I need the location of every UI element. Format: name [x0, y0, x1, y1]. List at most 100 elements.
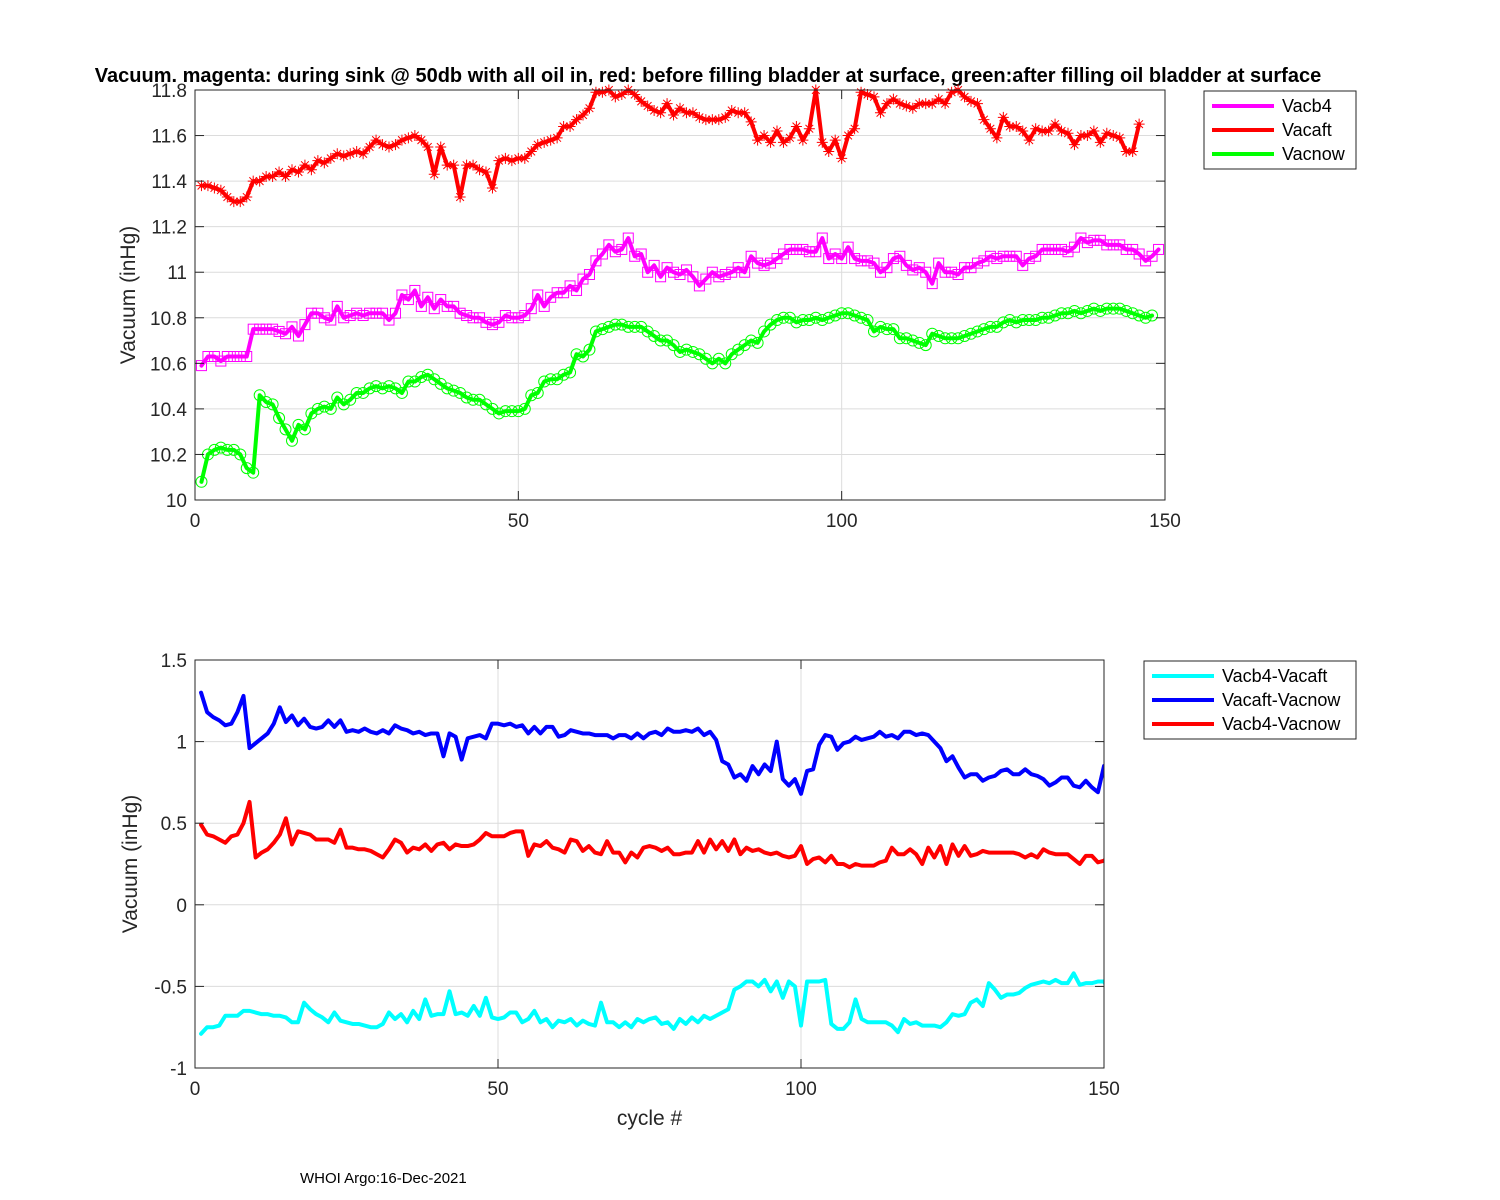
- data-point: [680, 107, 692, 119]
- data-point: [357, 386, 370, 399]
- data-point: [344, 310, 356, 321]
- data-point: [318, 400, 331, 413]
- data-point: [616, 89, 628, 101]
- data-point: [642, 100, 654, 112]
- data-point: [1094, 304, 1107, 317]
- data-point: [946, 86, 958, 98]
- data-point: [299, 319, 311, 331]
- data-point: [842, 307, 855, 320]
- data-point: [642, 266, 654, 278]
- data-point: [234, 196, 246, 208]
- data-point: [318, 157, 330, 169]
- data-point: [739, 266, 751, 278]
- data-point: [752, 257, 764, 269]
- data-point: [635, 248, 647, 260]
- data-point: [732, 343, 745, 356]
- data-point: [849, 123, 861, 135]
- data-point: [505, 405, 518, 418]
- data-point: [699, 352, 712, 365]
- legend-entry: Vacb4-Vacnow: [1222, 714, 1341, 734]
- data-point: [325, 314, 337, 326]
- data-point: [518, 402, 531, 415]
- data-point: [415, 371, 428, 383]
- legend-entry: Vacaft: [1282, 120, 1332, 140]
- data-point: [279, 423, 292, 436]
- data-point: [292, 418, 305, 431]
- data-point: [990, 320, 1003, 333]
- y-axis-label: Vacuum (inHg): [117, 226, 140, 365]
- data-point: [745, 116, 757, 128]
- data-point: [448, 300, 460, 312]
- data-point: [687, 107, 699, 119]
- data-point: [738, 339, 751, 352]
- data-point: [318, 312, 330, 324]
- x-tick-label: 150: [1088, 1079, 1120, 1100]
- data-point: [939, 98, 951, 110]
- data-point: [377, 139, 389, 151]
- data-point: [1056, 125, 1068, 137]
- data-point: [648, 105, 660, 116]
- data-point: [861, 314, 874, 327]
- data-point: [661, 98, 673, 110]
- data-point: [590, 255, 602, 267]
- data-point: [783, 311, 796, 324]
- data-point: [286, 434, 298, 447]
- data-point: [745, 334, 758, 347]
- data-point: [855, 86, 867, 98]
- data-point: [280, 328, 292, 340]
- data-point: [512, 312, 524, 324]
- y-tick-label: 11.8: [151, 81, 187, 102]
- data-point: [311, 402, 324, 415]
- data-point: [771, 314, 783, 327]
- data-point: [1023, 134, 1035, 146]
- data-point: [959, 262, 971, 274]
- data-point: [273, 325, 285, 337]
- data-point: [1068, 304, 1081, 317]
- data-point: [880, 323, 893, 336]
- data-point: [971, 98, 983, 110]
- data-point: [648, 330, 661, 342]
- data-point: [260, 396, 273, 409]
- data-point: [389, 139, 401, 151]
- data-point: [796, 314, 809, 327]
- data-point: [273, 166, 285, 178]
- data-point: [247, 323, 259, 335]
- data-point: [1003, 314, 1016, 327]
- data-point: [480, 316, 492, 328]
- data-point: [1120, 146, 1132, 157]
- data-point: [706, 114, 718, 126]
- data-point: [558, 287, 570, 299]
- data-point: [234, 448, 247, 461]
- data-point: [997, 316, 1010, 329]
- data-point: [686, 345, 699, 358]
- data-point: [622, 320, 635, 333]
- data-point: [932, 330, 945, 342]
- data-point: [855, 255, 867, 267]
- data-point: [629, 250, 641, 262]
- data-point: [1004, 120, 1016, 132]
- data-point: [1139, 311, 1152, 324]
- data-point: [428, 168, 440, 180]
- data-point: [266, 398, 279, 411]
- data-point: [1087, 302, 1100, 315]
- data-point: [228, 351, 240, 362]
- data-point: [693, 111, 705, 123]
- data-point: [234, 351, 246, 362]
- y-tick-label: -1: [170, 1059, 187, 1080]
- data-point: [822, 311, 835, 324]
- data-point: [1114, 132, 1126, 144]
- data-point: [519, 310, 531, 321]
- data-point: [1133, 309, 1146, 322]
- data-point: [790, 316, 803, 329]
- data-point: [447, 384, 460, 397]
- data-point: [1049, 309, 1062, 322]
- data-point: [862, 89, 874, 101]
- data-point: [907, 102, 919, 114]
- data-point: [887, 323, 900, 336]
- data-point: [221, 351, 233, 362]
- data-point: [467, 393, 480, 406]
- data-point: [874, 107, 886, 119]
- data-point: [874, 320, 887, 333]
- y-tick-label: 1.5: [161, 651, 187, 672]
